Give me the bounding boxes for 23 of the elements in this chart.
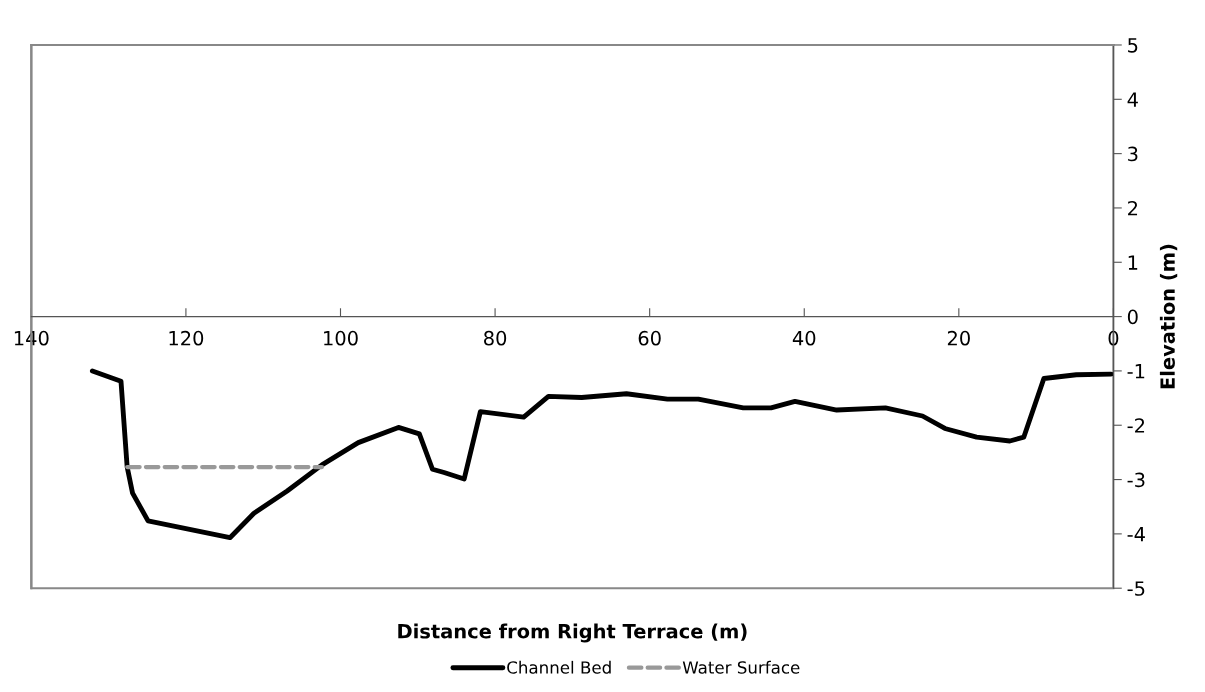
y-tick-label: 0 [1127, 309, 1138, 325]
y-tick-label: -3 [1127, 472, 1145, 488]
y-tick-label: -5 [1127, 581, 1145, 596]
y-tick-label: -1 [1127, 364, 1145, 379]
x-tick-label: 120 [169, 330, 204, 346]
x-tick-label: 60 [638, 330, 661, 346]
y-tick-label: 1 [1128, 255, 1138, 270]
y-tick-label: 2 [1128, 200, 1138, 216]
x-axis-title: Distance from Right Terrace (m) [398, 623, 747, 643]
x-tick-label: 40 [792, 330, 816, 346]
y-tick-label: 4 [1127, 92, 1138, 107]
y-tick-label: -4 [1127, 527, 1145, 542]
x-tick-label: 20 [947, 330, 970, 346]
legend-label: Channel Bed [507, 660, 611, 674]
line-series [89, 368, 1114, 541]
y-tick-label: 5 [1128, 38, 1138, 53]
x-tick-label: 100 [324, 330, 358, 346]
x-tick-label: 80 [484, 330, 507, 346]
x-tick-label: 140 [14, 330, 49, 346]
legend-label: Water Surface [682, 660, 800, 674]
y-axis-title: Elevation (m) [1159, 244, 1178, 389]
y-tick-label: -2 [1127, 418, 1145, 433]
y-tick-label: 3 [1128, 146, 1138, 162]
